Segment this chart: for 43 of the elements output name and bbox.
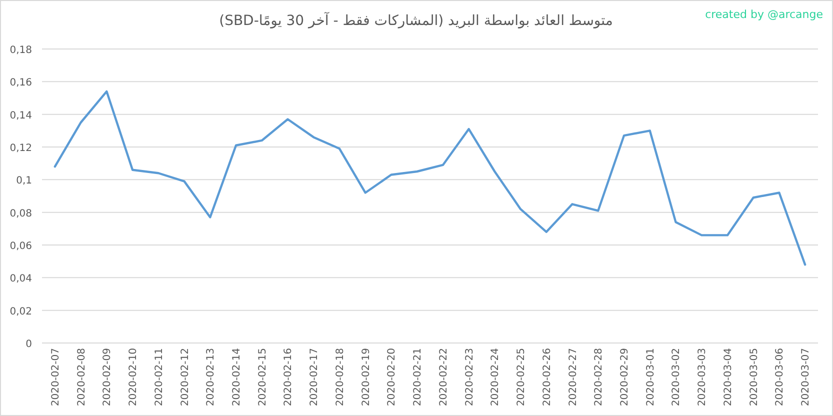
- y-tick-label: 0,16: [10, 78, 32, 89]
- text: created by @arcange: [705, 8, 824, 21]
- x-tick-label: 2020-02-23: [464, 348, 476, 406]
- x-tick-label: 2020-02-16: [283, 348, 294, 406]
- x-tick-label: 2020-02-09: [102, 348, 114, 406]
- x-tick-label: 2020-02-28: [594, 348, 605, 406]
- x-tick-label: 2020-03-03: [697, 348, 708, 406]
- y-tick-label: 0: [26, 339, 32, 350]
- y-tick-label: 0,02: [10, 306, 32, 318]
- x-tick-label: 2020-02-22: [438, 348, 450, 406]
- x-tick-label: 2020-02-21: [412, 348, 424, 406]
- x-tick-label: 2020-03-07: [800, 348, 812, 406]
- y-tick-label: 0,06: [10, 241, 32, 252]
- x-tick-label: 2020-03-05: [748, 348, 760, 406]
- y-tick-label: 0,14: [10, 110, 32, 122]
- x-tick-label: 2020-02-25: [516, 348, 528, 406]
- x-tick-label: 2020-03-01: [645, 348, 656, 406]
- x-tick-label: 2020-03-06: [774, 348, 786, 406]
- x-tick-label: 2020-02-07: [50, 348, 62, 406]
- x-tick-label: 2020-03-02: [671, 348, 682, 406]
- x-tick-label: 2020-02-24: [490, 348, 502, 406]
- x-tick-label: 2020-02-11: [154, 348, 165, 406]
- y-tick-label: 0,04: [10, 274, 32, 285]
- x-tick-label: 2020-02-17: [309, 348, 320, 406]
- x-tick-label: 2020-02-08: [76, 348, 88, 406]
- x-tick-label: 2020-02-10: [128, 348, 140, 406]
- y-tick-label: 0,18: [10, 45, 32, 56]
- chart-title: متوسط العائد بواسطة البريد (المشاركات فقط - آخر 30 يومًا-SBD): [219, 11, 613, 29]
- x-tick-label: 2020-02-15: [257, 348, 268, 406]
- x-tick-label: 2020-02-26: [542, 348, 553, 406]
- y-tick-label: 0,12: [10, 143, 32, 154]
- x-tick-label: 2020-02-13: [206, 348, 217, 406]
- x-tick-label: 2020-02-20: [386, 348, 398, 406]
- x-tick-label: 2020-02-27: [568, 348, 579, 406]
- line-series: [54, 90, 806, 266]
- x-tick-label: 2020-03-04: [722, 348, 734, 406]
- x-tick-label: 2020-02-12: [180, 348, 191, 406]
- x-tick-label: 2020-02-19: [360, 348, 372, 406]
- x-tick-label: 2020-02-29: [620, 348, 630, 406]
- x-tick-label: 2020-02-14: [232, 348, 242, 406]
- x-tick-label: 2020-02-18: [334, 348, 346, 406]
- y-tick-label: 0,1: [16, 176, 32, 187]
- y-tick-label: 0,08: [10, 208, 32, 220]
